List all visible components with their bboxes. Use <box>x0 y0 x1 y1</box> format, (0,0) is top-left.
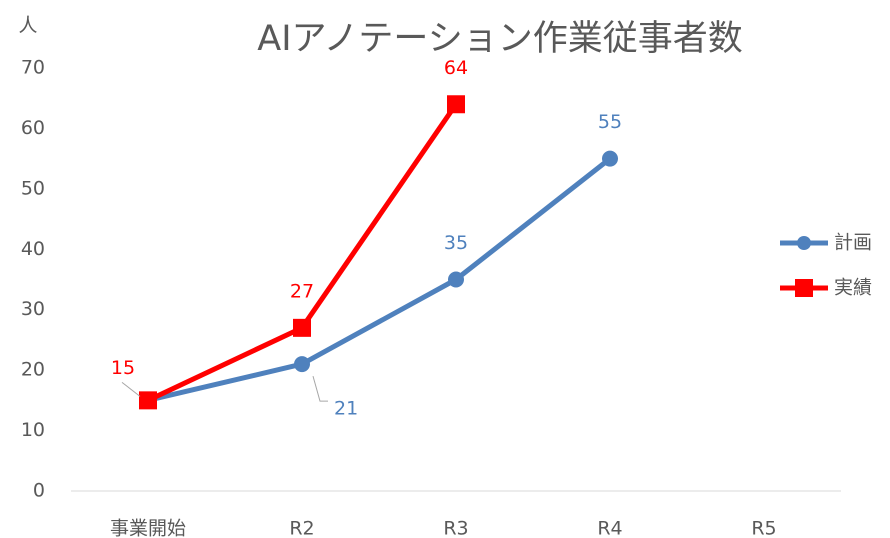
y-tick-label: 70 <box>21 57 45 79</box>
leader-line <box>312 375 328 402</box>
x-tick-label: R3 <box>443 518 468 538</box>
y-axis-label: 人 <box>18 15 37 37</box>
data-label: 27 <box>290 280 314 302</box>
marker <box>602 150 618 167</box>
x-tick-label: R5 <box>751 518 776 538</box>
leader-line <box>121 381 141 397</box>
y-tick-label: 60 <box>21 117 45 139</box>
marker <box>293 318 311 337</box>
y-tick-label: 50 <box>21 177 45 199</box>
marker <box>448 271 464 288</box>
y-tick-label: 40 <box>21 238 45 260</box>
marker <box>294 356 310 373</box>
data-label: 55 <box>598 111 622 133</box>
x-tick-label: R2 <box>289 518 314 538</box>
legend-marker <box>797 236 811 250</box>
x-tick-label: 事業開始 <box>110 518 186 538</box>
data-label: 35 <box>444 232 468 254</box>
y-tick-label: 0 <box>33 480 45 502</box>
series-line <box>147 156 612 403</box>
marker <box>139 391 157 410</box>
data-label: 15 <box>111 357 135 379</box>
chart-title: AIアノテーション作業従事者数 <box>257 19 742 59</box>
x-tick-label: R4 <box>597 518 622 538</box>
y-tick-label: 20 <box>21 359 45 381</box>
y-tick-label: 30 <box>21 298 45 320</box>
data-label: 64 <box>444 57 468 79</box>
marker <box>447 95 465 114</box>
data-label: 21 <box>334 398 358 420</box>
legend-label: 計画 <box>834 232 872 254</box>
legend-marker <box>795 279 813 297</box>
y-tick-label: 10 <box>21 419 45 441</box>
legend-label: 実績 <box>834 277 872 299</box>
series-line <box>146 102 459 403</box>
